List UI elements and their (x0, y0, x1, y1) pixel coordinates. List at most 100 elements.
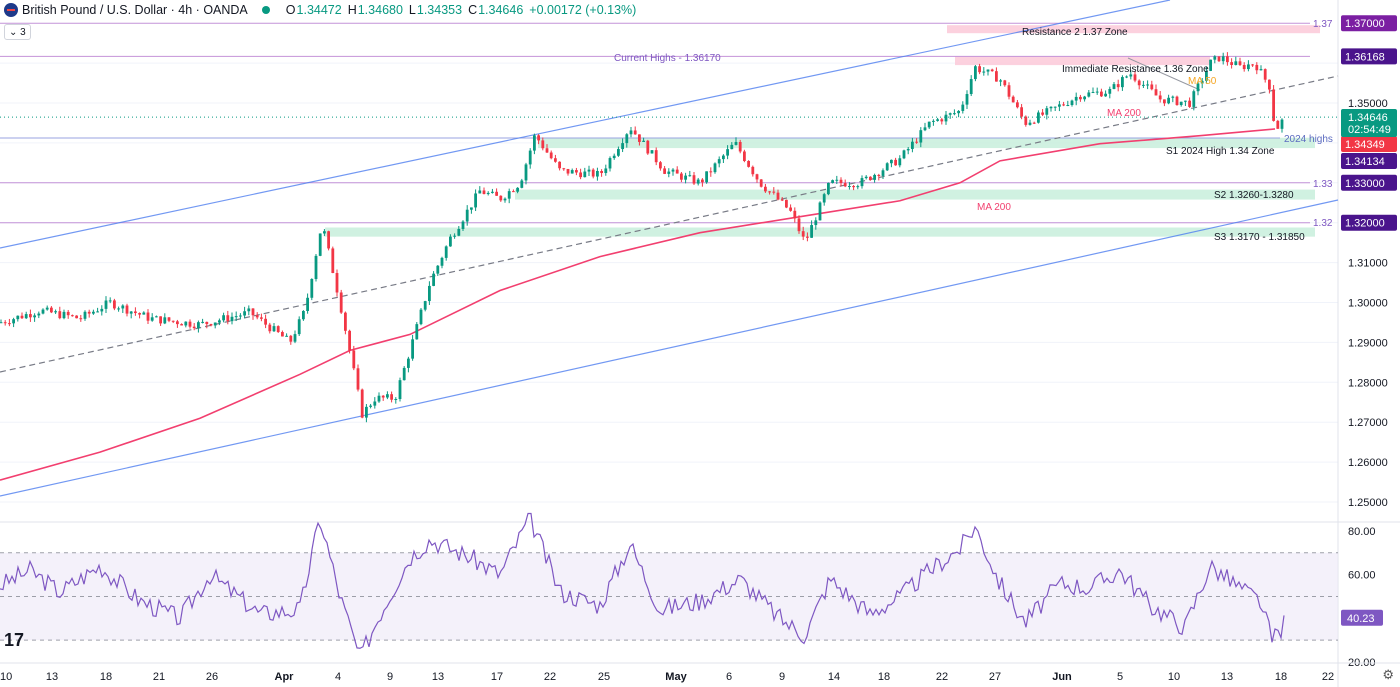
candle-body (562, 168, 566, 170)
candle-body (281, 332, 284, 337)
candle-body (503, 198, 507, 201)
level-label-137: 1.37 (1313, 19, 1333, 30)
candle-body (243, 311, 246, 316)
candle-body (570, 170, 574, 174)
candle-body (764, 186, 767, 192)
candle-body (776, 192, 780, 200)
candle-body (205, 321, 209, 325)
candle-body (1146, 84, 1149, 86)
candle-body (314, 255, 318, 280)
candle-body (680, 173, 683, 180)
candle-body (1221, 56, 1225, 62)
candle-body (638, 134, 641, 142)
candle-body (759, 179, 763, 187)
candle-body (873, 174, 876, 180)
candle-body (1200, 80, 1204, 84)
candle-body (600, 170, 603, 174)
candle-body (432, 273, 435, 286)
x-tick-label: Apr (275, 671, 295, 683)
x-tick-label: 6 (726, 671, 732, 683)
symbol-title[interactable]: British Pound / U.S. Dollar · 4h · OANDA (22, 3, 248, 17)
candle-body (184, 321, 188, 326)
candle-body (1100, 91, 1103, 97)
candle-body (83, 311, 87, 319)
price-tag-ma200-bg (1341, 136, 1397, 152)
x-tick-label: 4 (335, 671, 341, 683)
indicators-toggle[interactable]: ⌄ 3 (4, 24, 31, 40)
candle-body (50, 307, 53, 313)
candle-body (260, 317, 263, 319)
candle-body (856, 186, 860, 188)
candle-body (75, 315, 78, 319)
candle-body (1108, 88, 1112, 94)
candle-body (1011, 96, 1015, 103)
candle-body (297, 319, 301, 335)
candle-body (1280, 119, 1284, 129)
candle-body (289, 335, 293, 342)
candle-body (251, 308, 255, 316)
candle-body (877, 174, 881, 176)
candle-body (373, 401, 377, 406)
candle-body (642, 140, 645, 142)
candle-body (932, 120, 935, 122)
candle-body (415, 324, 419, 340)
candle-body (1188, 100, 1191, 107)
candle-body (125, 305, 129, 314)
x-tick-label: 26 (206, 671, 218, 683)
candle-body (54, 311, 57, 313)
y-tick-label: 1.26000 (1348, 457, 1388, 469)
candle-body (919, 130, 923, 143)
candle-body (869, 176, 872, 180)
candle-body (818, 202, 822, 221)
candle-body (104, 300, 108, 309)
candle-body (948, 113, 952, 115)
candle-body (617, 149, 620, 156)
candle-body (596, 170, 599, 177)
candle-body (969, 79, 973, 95)
candle-body (738, 141, 742, 152)
candle-body (793, 210, 797, 219)
y-tick-label: 1.28000 (1348, 377, 1388, 389)
x-tick-label: 5 (1117, 671, 1123, 683)
candle-body (612, 155, 616, 159)
gear-icon[interactable]: ⚙ (1382, 667, 1394, 682)
candle-body (554, 158, 557, 162)
candle-body (129, 311, 133, 314)
candle-body (516, 187, 519, 192)
x-tick-label: 18 (878, 671, 890, 683)
candle-body (827, 182, 830, 195)
candle-body (1112, 84, 1116, 89)
candle-body (1213, 56, 1217, 60)
ma50-label: MA 50 (1188, 76, 1217, 87)
candle-body (1041, 112, 1044, 115)
candle-body (344, 312, 347, 331)
candle-body (810, 225, 813, 238)
candles (0, 52, 1284, 423)
candle-body (1074, 96, 1078, 101)
candle-body (528, 150, 532, 165)
x-tick-label: 10 (1168, 671, 1180, 683)
candle-body (188, 321, 192, 327)
x-tick-label: 27 (989, 671, 1001, 683)
candle-body (936, 119, 939, 121)
candle-body (688, 175, 692, 177)
candle-body (696, 179, 700, 184)
candle-body (1104, 93, 1107, 97)
x-tick-label: 22 (544, 671, 556, 683)
candle-body (780, 199, 784, 201)
x-tick-label: 25 (598, 671, 610, 683)
candle-body (1263, 69, 1267, 80)
candle-body (835, 179, 839, 181)
price-change: +0.00172 (+0.13%) (529, 3, 637, 17)
channel-lower (0, 199, 1339, 497)
candle-body (814, 220, 818, 226)
candle-body (33, 315, 36, 318)
candle-body (1137, 80, 1141, 86)
price-tag-132-bg (1341, 214, 1397, 231)
candle-body (302, 310, 305, 320)
candle-body (751, 166, 755, 175)
candle-body (747, 160, 750, 167)
candle-body (1192, 91, 1196, 107)
x-tick-label: May (665, 671, 687, 683)
